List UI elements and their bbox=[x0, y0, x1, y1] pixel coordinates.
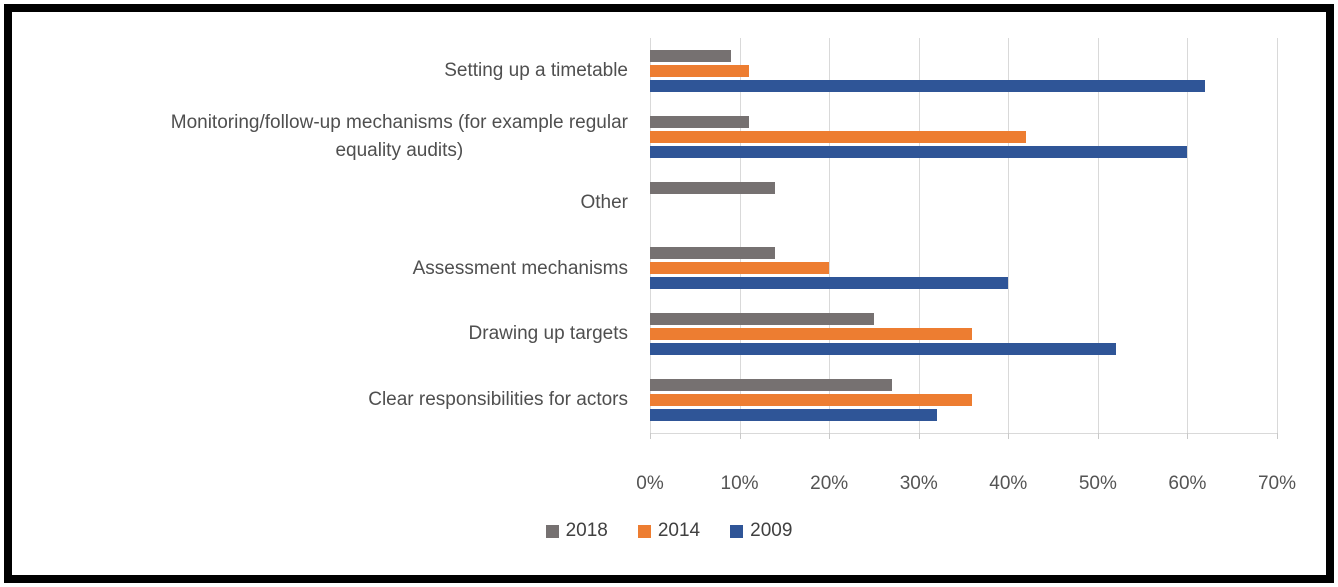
gridline bbox=[1187, 38, 1189, 433]
gridline bbox=[650, 38, 651, 433]
tick-mark bbox=[1187, 433, 1189, 439]
legend: 2018 2014 2009 bbox=[12, 520, 1326, 542]
bar-row bbox=[650, 367, 1277, 433]
x-tick-label: 20% bbox=[810, 473, 849, 494]
bar-group bbox=[650, 313, 1277, 356]
x-tick-label: 30% bbox=[899, 473, 938, 494]
bar-2014 bbox=[650, 328, 973, 341]
tick-mark bbox=[1097, 433, 1099, 439]
x-tick-label: 70% bbox=[1257, 473, 1297, 494]
tick-mark bbox=[650, 433, 651, 439]
bar-row bbox=[650, 170, 1277, 236]
legend-item-2014: 2014 bbox=[637, 520, 701, 542]
gridline bbox=[739, 38, 741, 433]
tick-mark bbox=[918, 433, 920, 439]
legend-label: 2014 bbox=[657, 520, 701, 541]
bar-2009 bbox=[650, 343, 1116, 356]
bar-2018 bbox=[650, 49, 731, 62]
category-axis: Setting up a timetable Monitoring/follow-… bbox=[12, 38, 650, 433]
bar-2014 bbox=[650, 262, 830, 275]
x-tick-label: 10% bbox=[720, 473, 759, 494]
category-label-slot: Setting up a timetable bbox=[12, 38, 650, 104]
x-axis: 0% 10% 20% 30% 40% 50% 60% 70% bbox=[636, 433, 1296, 513]
gridline bbox=[1008, 38, 1010, 433]
gridline bbox=[1277, 38, 1278, 433]
bar-2009 bbox=[650, 409, 937, 422]
x-tick-label: 50% bbox=[1078, 473, 1117, 494]
x-tick-label: 60% bbox=[1168, 473, 1207, 494]
plot-rows bbox=[650, 38, 1277, 433]
category-label: Monitoring/follow-up mechanisms (for exa… bbox=[170, 112, 628, 161]
category-label: Assessment mechanisms bbox=[412, 257, 628, 279]
gridline bbox=[829, 38, 831, 433]
bar-2009 bbox=[650, 277, 1009, 290]
bar-row bbox=[650, 104, 1277, 170]
legend-label: 2018 bbox=[565, 520, 608, 541]
legend-item-2009: 2009 bbox=[730, 520, 792, 542]
bar-group bbox=[650, 247, 1277, 290]
bar-row bbox=[650, 235, 1277, 301]
bar-group bbox=[650, 379, 1277, 422]
category-label-slot: Drawing up targets bbox=[12, 301, 650, 367]
bar-2018 bbox=[650, 379, 892, 392]
bar-2014 bbox=[650, 130, 1027, 143]
category-label: Other bbox=[580, 191, 628, 213]
legend-swatch-icon bbox=[637, 524, 651, 538]
bar-group bbox=[650, 115, 1277, 158]
x-tick-label: 40% bbox=[989, 473, 1028, 494]
category-label-slot: Clear responsibilities for actors bbox=[12, 367, 650, 433]
bar-2018 bbox=[650, 181, 776, 194]
bar-group bbox=[650, 49, 1277, 92]
bar-group bbox=[650, 181, 1277, 224]
category-label: Clear responsibilities for actors bbox=[368, 389, 628, 411]
legend-swatch-icon bbox=[545, 524, 559, 538]
bar-2018 bbox=[650, 247, 776, 260]
plot-area bbox=[650, 38, 1278, 434]
bar-2009 bbox=[650, 79, 1206, 92]
category-label: Setting up a timetable bbox=[444, 60, 628, 82]
legend-label: 2009 bbox=[750, 520, 793, 541]
tick-mark bbox=[829, 433, 831, 439]
category-label-slot: Other bbox=[12, 170, 650, 236]
category-label-slot: Monitoring/follow-up mechanisms (for exa… bbox=[12, 104, 650, 170]
tick-mark bbox=[1008, 433, 1010, 439]
bar-2014 bbox=[650, 394, 973, 407]
x-tick-label: 0% bbox=[636, 473, 664, 494]
bar-2009 bbox=[650, 145, 1188, 158]
chart-frame: Setting up a timetable Monitoring/follow-… bbox=[4, 4, 1334, 583]
legend-item-2018: 2018 bbox=[545, 520, 608, 542]
gridline bbox=[1097, 38, 1099, 433]
bar-row bbox=[650, 38, 1277, 104]
category-label: Drawing up targets bbox=[468, 323, 628, 345]
tick-mark bbox=[1277, 433, 1278, 439]
gridline bbox=[918, 38, 920, 433]
bar-2018 bbox=[650, 313, 874, 326]
tick-mark bbox=[739, 433, 741, 439]
bar-row bbox=[650, 301, 1277, 367]
bar-2014 bbox=[650, 64, 749, 77]
legend-swatch-icon bbox=[730, 524, 744, 538]
bar-2018 bbox=[650, 115, 749, 128]
category-label-slot: Assessment mechanisms bbox=[12, 235, 650, 301]
